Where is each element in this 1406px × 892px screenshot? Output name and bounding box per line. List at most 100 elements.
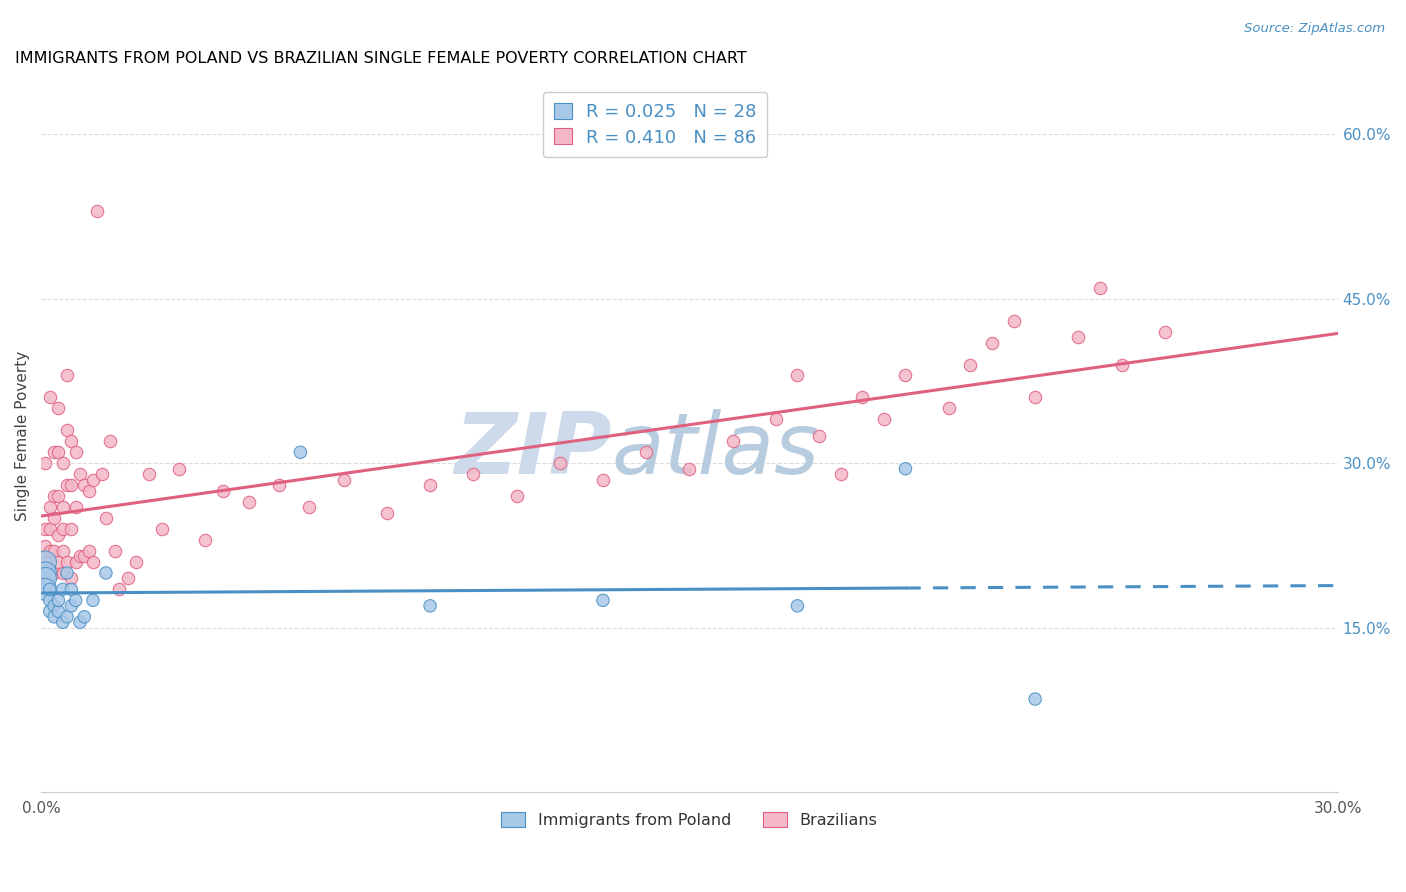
Point bbox=[678, 461, 700, 475]
Point bbox=[938, 401, 960, 416]
Point bbox=[60, 599, 83, 613]
Point bbox=[48, 527, 70, 541]
Point bbox=[808, 429, 831, 443]
Point bbox=[82, 473, 104, 487]
Point bbox=[52, 615, 75, 630]
Point bbox=[65, 500, 87, 515]
Point bbox=[34, 566, 56, 580]
Point bbox=[375, 506, 398, 520]
Point bbox=[38, 544, 60, 558]
Point bbox=[42, 609, 65, 624]
Point bbox=[721, 434, 744, 449]
Point bbox=[1111, 358, 1133, 372]
Point bbox=[34, 539, 56, 553]
Point bbox=[52, 544, 75, 558]
Point bbox=[60, 434, 83, 449]
Point bbox=[42, 511, 65, 525]
Point bbox=[1088, 281, 1111, 295]
Point bbox=[48, 445, 70, 459]
Text: Source: ZipAtlas.com: Source: ZipAtlas.com bbox=[1244, 22, 1385, 36]
Point bbox=[34, 555, 56, 569]
Point bbox=[592, 473, 614, 487]
Point bbox=[117, 571, 139, 585]
Point bbox=[34, 555, 56, 569]
Point bbox=[332, 473, 354, 487]
Point bbox=[48, 604, 70, 618]
Legend: Immigrants from Poland, Brazilians: Immigrants from Poland, Brazilians bbox=[495, 805, 884, 834]
Point bbox=[786, 599, 808, 613]
Point bbox=[830, 467, 852, 482]
Point bbox=[52, 582, 75, 597]
Text: atlas: atlas bbox=[612, 409, 820, 491]
Point bbox=[42, 566, 65, 580]
Point bbox=[150, 522, 173, 536]
Point bbox=[894, 461, 917, 475]
Point bbox=[38, 582, 60, 597]
Point bbox=[56, 566, 79, 580]
Point bbox=[56, 478, 79, 492]
Point bbox=[1024, 391, 1046, 405]
Point bbox=[38, 593, 60, 607]
Point bbox=[86, 204, 108, 219]
Point bbox=[52, 522, 75, 536]
Point bbox=[42, 544, 65, 558]
Point bbox=[94, 566, 117, 580]
Point bbox=[38, 391, 60, 405]
Point bbox=[94, 511, 117, 525]
Point bbox=[786, 368, 808, 383]
Text: ZIP: ZIP bbox=[454, 409, 612, 491]
Point bbox=[38, 522, 60, 536]
Point bbox=[73, 549, 96, 564]
Point bbox=[636, 445, 658, 459]
Point bbox=[38, 604, 60, 618]
Point bbox=[48, 401, 70, 416]
Point bbox=[56, 423, 79, 437]
Point bbox=[52, 566, 75, 580]
Point bbox=[65, 555, 87, 569]
Point bbox=[1067, 330, 1090, 344]
Point bbox=[56, 368, 79, 383]
Point bbox=[298, 500, 321, 515]
Point bbox=[1002, 313, 1025, 327]
Point bbox=[138, 467, 160, 482]
Point bbox=[38, 500, 60, 515]
Point bbox=[69, 615, 91, 630]
Point bbox=[38, 566, 60, 580]
Point bbox=[56, 609, 79, 624]
Point bbox=[42, 489, 65, 503]
Point bbox=[211, 483, 233, 498]
Point bbox=[69, 467, 91, 482]
Point bbox=[60, 582, 83, 597]
Point bbox=[894, 368, 917, 383]
Point bbox=[42, 445, 65, 459]
Point bbox=[34, 522, 56, 536]
Point bbox=[52, 500, 75, 515]
Point bbox=[48, 555, 70, 569]
Point bbox=[108, 582, 131, 597]
Point bbox=[34, 456, 56, 470]
Point bbox=[48, 489, 70, 503]
Point bbox=[60, 478, 83, 492]
Point bbox=[238, 494, 260, 508]
Y-axis label: Single Female Poverty: Single Female Poverty bbox=[15, 351, 30, 521]
Text: IMMIGRANTS FROM POLAND VS BRAZILIAN SINGLE FEMALE POVERTY CORRELATION CHART: IMMIGRANTS FROM POLAND VS BRAZILIAN SING… bbox=[15, 51, 747, 66]
Point bbox=[65, 593, 87, 607]
Point bbox=[77, 483, 100, 498]
Point bbox=[1153, 325, 1175, 339]
Point bbox=[73, 609, 96, 624]
Point bbox=[60, 522, 83, 536]
Point bbox=[505, 489, 527, 503]
Point bbox=[73, 478, 96, 492]
Point bbox=[60, 571, 83, 585]
Point bbox=[1024, 692, 1046, 706]
Point bbox=[125, 555, 148, 569]
Point bbox=[56, 555, 79, 569]
Point bbox=[34, 582, 56, 597]
Point bbox=[169, 461, 191, 475]
Point bbox=[34, 571, 56, 585]
Point bbox=[463, 467, 485, 482]
Point bbox=[48, 593, 70, 607]
Point bbox=[82, 593, 104, 607]
Point bbox=[77, 544, 100, 558]
Point bbox=[851, 391, 873, 405]
